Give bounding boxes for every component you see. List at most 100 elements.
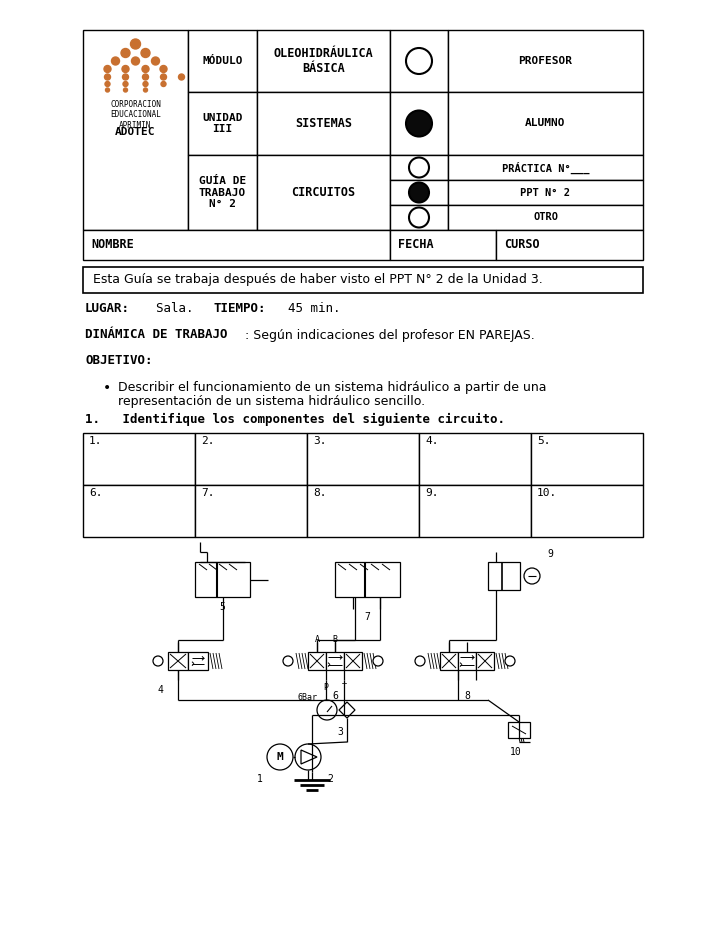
Bar <box>419 485 531 537</box>
Text: ADOTEC: ADOTEC <box>115 127 156 137</box>
Bar <box>531 485 643 537</box>
Bar <box>390 205 448 230</box>
Circle shape <box>283 656 293 666</box>
Text: MÓDULO: MÓDULO <box>202 56 243 66</box>
Bar <box>390 92 448 155</box>
Circle shape <box>143 74 148 80</box>
Bar <box>83 230 390 260</box>
Circle shape <box>406 111 432 136</box>
Bar <box>83 485 195 537</box>
Text: 45 min.: 45 min. <box>288 303 341 316</box>
Text: TIEMPO:: TIEMPO: <box>213 303 266 316</box>
Text: : Según indicaciones del profesor EN PAREJAS.: : Según indicaciones del profesor EN PAR… <box>245 328 535 341</box>
Bar <box>419 433 531 485</box>
Text: GUÍA DE
TRABAJO
N° 2: GUÍA DE TRABAJO N° 2 <box>199 176 246 209</box>
Text: FECHA: FECHA <box>398 239 433 252</box>
Circle shape <box>373 656 383 666</box>
Bar <box>195 562 250 597</box>
Bar <box>390 230 496 260</box>
Bar <box>476 652 494 670</box>
Bar <box>448 155 643 180</box>
Circle shape <box>505 656 515 666</box>
Text: NOMBRE: NOMBRE <box>91 239 134 252</box>
Bar <box>188 155 257 230</box>
Bar <box>488 562 520 590</box>
Text: DINÁMICA DE TRABAJO: DINÁMICA DE TRABAJO <box>85 328 228 341</box>
Text: ALUMNO: ALUMNO <box>526 118 566 129</box>
Text: 7: 7 <box>364 612 370 622</box>
Bar <box>440 652 458 670</box>
Circle shape <box>161 81 166 87</box>
Text: CORPORACION
EDUCACIONAL
APRIMIN: CORPORACION EDUCACIONAL APRIMIN <box>110 100 161 130</box>
Circle shape <box>317 700 337 720</box>
Text: T: T <box>341 683 346 692</box>
Text: M: M <box>276 752 284 762</box>
Text: OLEOHIDRÁULICA
BÁSICA: OLEOHIDRÁULICA BÁSICA <box>274 47 374 75</box>
Bar <box>390 155 448 180</box>
Bar <box>168 652 188 670</box>
Circle shape <box>123 81 128 87</box>
Circle shape <box>124 88 127 92</box>
Circle shape <box>179 74 184 80</box>
Bar <box>188 652 208 670</box>
Text: 7.: 7. <box>201 488 215 498</box>
Text: PPT N° 2: PPT N° 2 <box>521 187 570 198</box>
Text: 6Bar: 6Bar <box>297 693 317 703</box>
Bar <box>257 92 390 155</box>
Bar <box>531 433 643 485</box>
Circle shape <box>524 568 540 584</box>
Text: 9.: 9. <box>425 488 438 498</box>
Bar <box>458 652 476 670</box>
Text: 8: 8 <box>464 691 470 701</box>
Text: CURSO: CURSO <box>504 239 540 252</box>
Text: OBJETIVO:: OBJETIVO: <box>85 354 153 367</box>
Circle shape <box>143 81 148 87</box>
Text: 5.: 5. <box>537 436 551 446</box>
Circle shape <box>106 88 109 92</box>
Bar <box>448 180 643 205</box>
Circle shape <box>112 57 120 65</box>
Text: 2.: 2. <box>201 436 215 446</box>
Text: UNIDAD
III: UNIDAD III <box>202 113 243 134</box>
Text: P: P <box>323 683 328 692</box>
Text: SISTEMAS: SISTEMAS <box>295 117 352 130</box>
Circle shape <box>104 65 111 73</box>
Text: 5: 5 <box>220 602 225 612</box>
Bar <box>83 433 195 485</box>
Bar <box>335 562 400 597</box>
Text: 6: 6 <box>332 691 338 701</box>
Text: 4.: 4. <box>425 436 438 446</box>
Bar <box>188 92 257 155</box>
Text: PROFESOR: PROFESOR <box>518 56 572 66</box>
Circle shape <box>121 48 130 58</box>
Circle shape <box>295 744 321 770</box>
Text: 10: 10 <box>510 747 522 757</box>
Text: 8.: 8. <box>313 488 326 498</box>
Bar <box>326 652 344 670</box>
Bar <box>188 30 257 92</box>
Bar <box>83 267 643 293</box>
Text: B: B <box>333 636 338 645</box>
Text: representación de un sistema hidráulico sencillo.: representación de un sistema hidráulico … <box>118 395 425 408</box>
Bar <box>448 30 643 92</box>
Circle shape <box>161 74 166 80</box>
Text: 6.: 6. <box>89 488 102 498</box>
Text: 1: 1 <box>257 774 263 784</box>
Circle shape <box>160 65 167 73</box>
Bar <box>344 652 362 670</box>
Bar <box>307 485 419 537</box>
Bar <box>508 722 530 738</box>
Circle shape <box>415 656 425 666</box>
Circle shape <box>409 183 429 202</box>
Bar <box>257 30 390 92</box>
Text: 1.   Identifique los componentes del siguiente circuito.: 1. Identifique los componentes del sigui… <box>85 413 505 426</box>
Bar <box>307 433 419 485</box>
Text: •: • <box>103 381 112 395</box>
Bar <box>448 205 643 230</box>
Text: 4: 4 <box>157 685 163 695</box>
Text: Describir el funcionamiento de un sistema hidráulico a partir de una: Describir el funcionamiento de un sistem… <box>118 381 546 394</box>
Text: PRÁCTICA N°___: PRÁCTICA N°___ <box>502 161 589 173</box>
Text: OTRO: OTRO <box>533 212 558 223</box>
Text: A: A <box>315 636 320 645</box>
Bar <box>308 652 326 670</box>
